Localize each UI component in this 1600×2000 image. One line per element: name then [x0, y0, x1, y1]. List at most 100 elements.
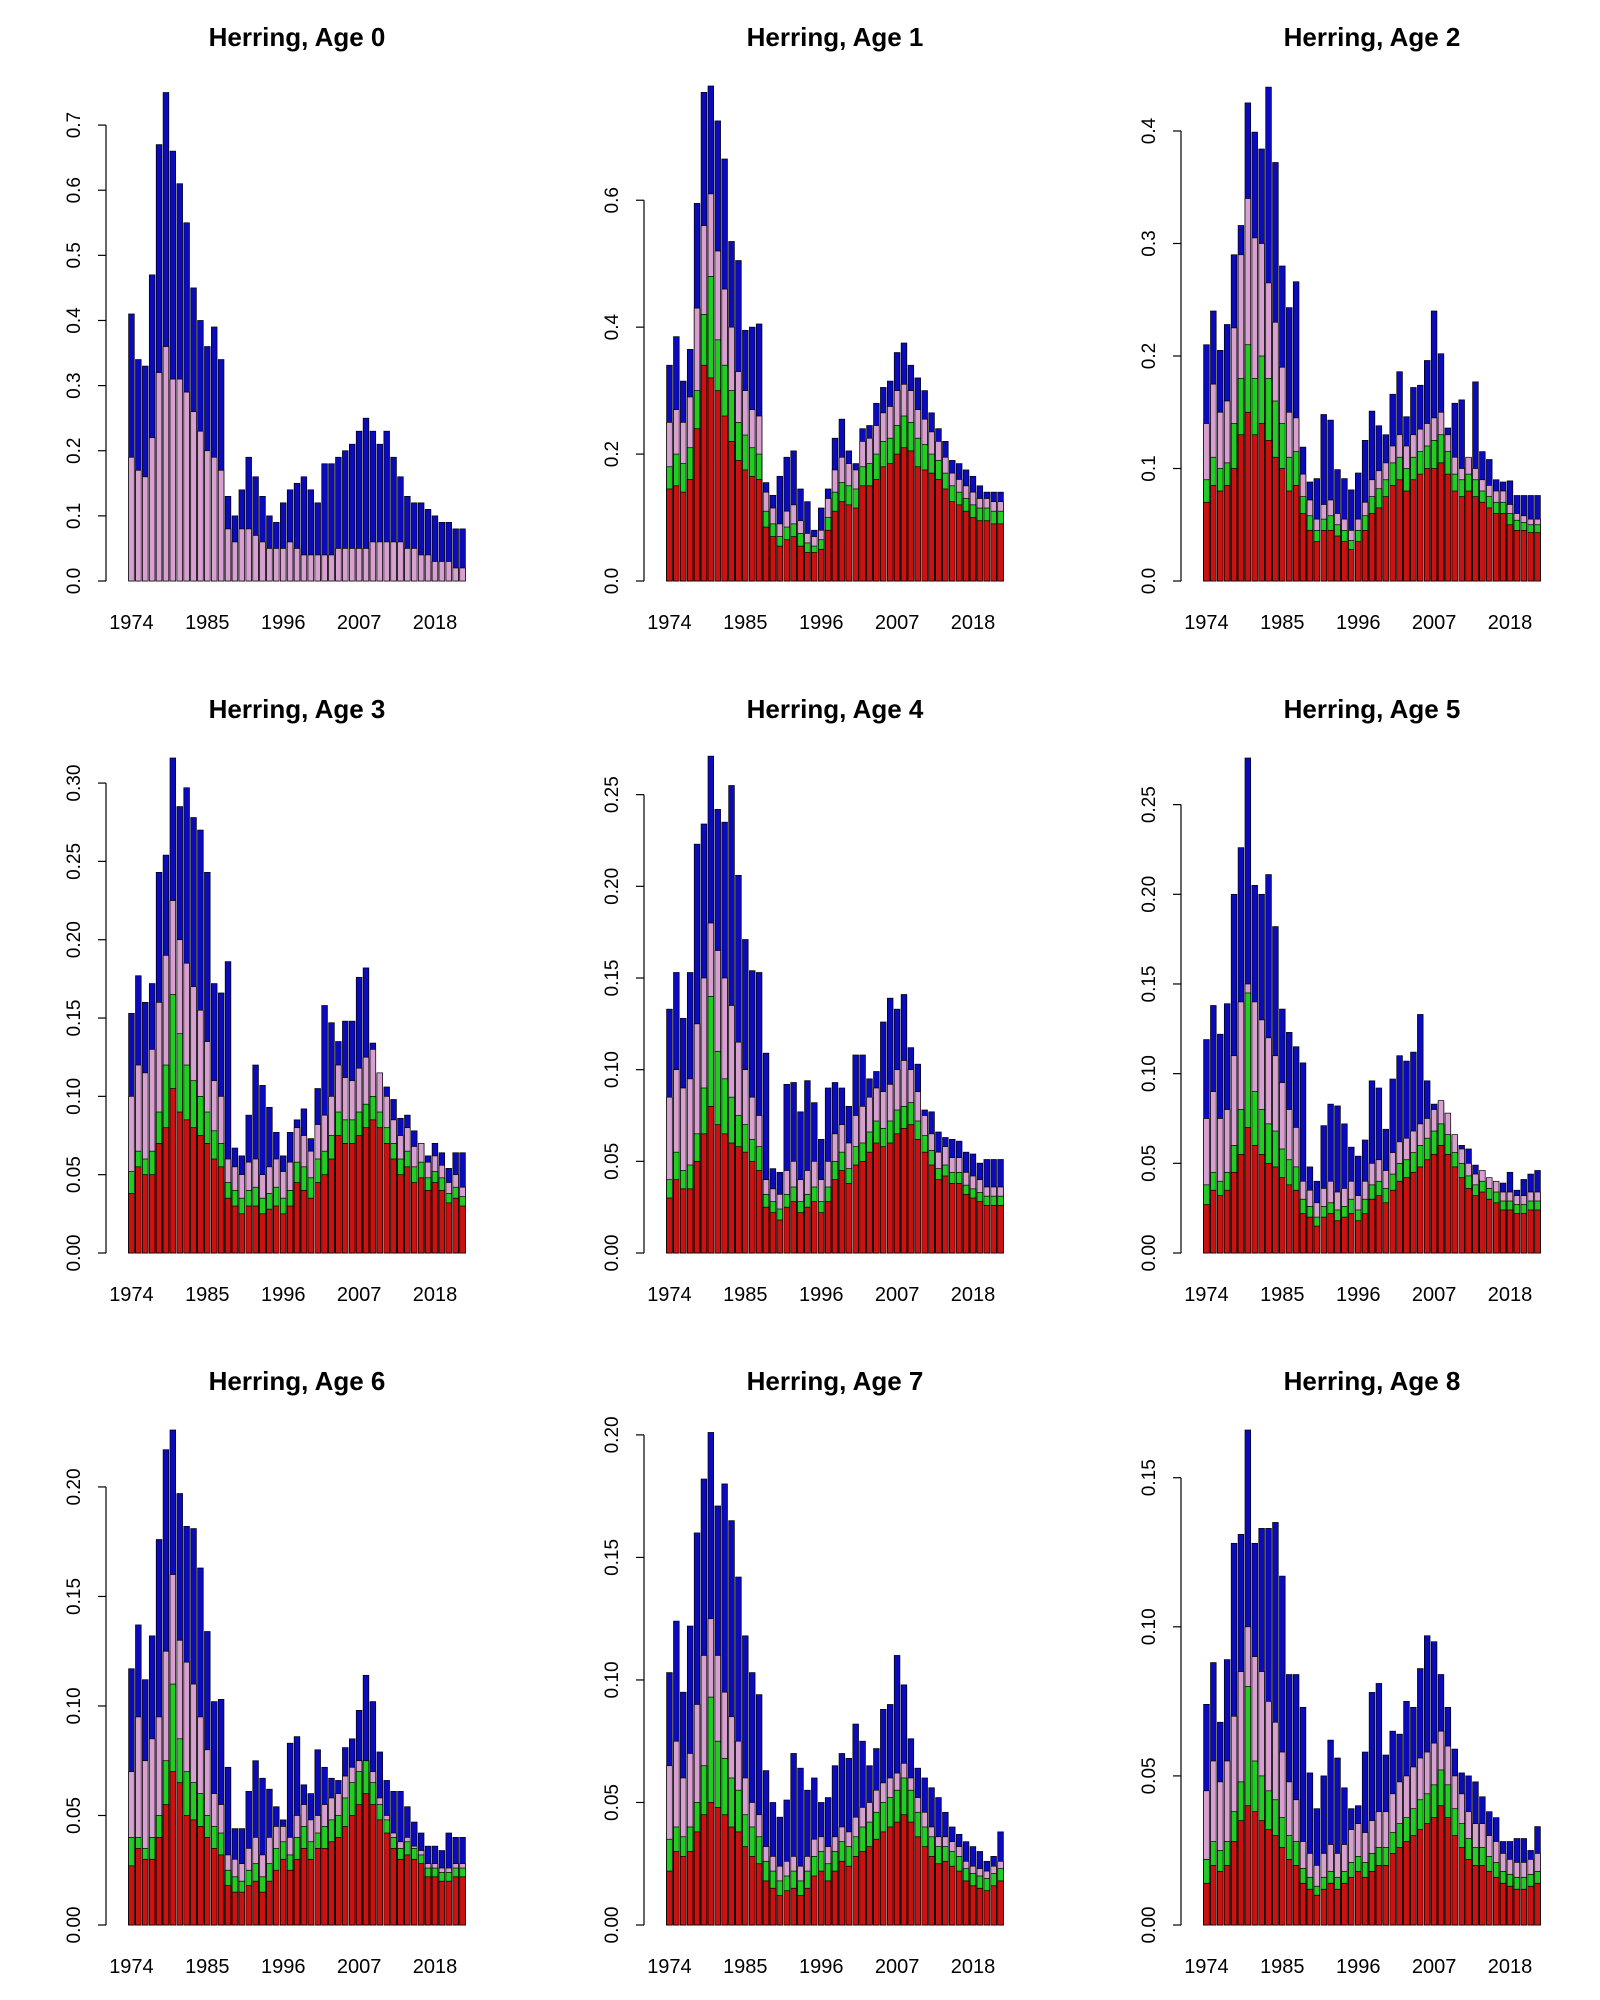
bar-segment [831, 1179, 839, 1254]
bar-segment [749, 475, 756, 582]
bar-segment [238, 1213, 246, 1254]
bar-segment [1286, 490, 1293, 582]
bar-segment [307, 1858, 314, 1926]
bar-segment [969, 1885, 977, 1926]
bar-segment [707, 1802, 715, 1926]
bar-segment [369, 1119, 377, 1254]
bar-segment [693, 428, 701, 582]
bar-segment [818, 1212, 825, 1254]
bar-segment [211, 456, 218, 582]
bar-segment [259, 541, 266, 582]
bar-segment [1368, 513, 1376, 582]
bar-segment [307, 554, 314, 582]
bar-segment [424, 554, 432, 582]
bar-segment [1534, 532, 1541, 582]
bar-segment [1492, 1876, 1500, 1926]
x-tick-label: 1996 [261, 1956, 306, 1978]
bar-segment [397, 1858, 404, 1926]
bar-segment [307, 1197, 314, 1254]
x-tick-label: 2018 [1488, 612, 1533, 634]
bar-segment [1265, 1162, 1272, 1254]
y-tick-label: 0.05 [1139, 1757, 1160, 1794]
x-tick-label: 1974 [109, 612, 154, 634]
bar-segment [1361, 1213, 1369, 1254]
bar-segment [1203, 1882, 1210, 1926]
bar-segment [411, 1182, 418, 1254]
bar-segment [1527, 1885, 1534, 1926]
y-tick-label: 0.3 [64, 372, 85, 398]
bar-segment [286, 1205, 294, 1254]
bar-segment [383, 1832, 390, 1926]
bar-segment [1458, 496, 1465, 582]
bar-segment [1230, 1171, 1238, 1254]
bar-segment [1203, 1204, 1210, 1254]
bar-segment [1444, 1154, 1452, 1254]
bar-segment [1279, 468, 1286, 582]
bar-segment [1334, 1220, 1341, 1254]
y-tick-label: 0.20 [602, 868, 623, 905]
y-tick-label: 0.6 [602, 187, 623, 213]
bar-segment [1334, 535, 1341, 582]
bar-segment [831, 1870, 839, 1926]
bar-segment [314, 1847, 321, 1926]
bar-segment [880, 466, 887, 582]
x-tick-label: 2007 [875, 1956, 920, 1978]
bar-segment [721, 1814, 728, 1926]
bar-segment [1306, 1888, 1314, 1926]
bar-segment [900, 1814, 908, 1926]
bar-segment [1306, 1216, 1314, 1254]
bar-segment [1368, 1870, 1376, 1926]
bar-segment [1286, 1859, 1293, 1926]
y-tick-label: 0.0 [1139, 568, 1160, 594]
bar-segment [1403, 490, 1410, 582]
bar-segment [797, 1895, 804, 1926]
bar-segment [1403, 1841, 1410, 1926]
bar-segment [397, 541, 404, 582]
bar-segment [762, 526, 770, 582]
bar-segment [1237, 1154, 1245, 1254]
bar-segment [873, 479, 880, 582]
bar-segment [1382, 1865, 1389, 1926]
bar-segment [238, 528, 246, 582]
bar-segment [1410, 1835, 1417, 1926]
bar-segment [411, 548, 418, 582]
bar-segment [1486, 507, 1493, 582]
bar-segment [811, 1875, 818, 1926]
bar-segment [1382, 496, 1389, 582]
y-tick-label: 0.4 [602, 314, 623, 341]
bar-segment [1251, 434, 1258, 582]
bar-segment [1506, 1885, 1514, 1926]
bar-segment [266, 1208, 273, 1254]
y-tick-label: 0.05 [602, 1143, 623, 1180]
bar-segment [238, 1891, 246, 1926]
bar-segment [1534, 1882, 1541, 1926]
bar-segment [424, 1189, 432, 1254]
bar-segment [714, 390, 721, 582]
y-tick-label: 0.4 [1139, 117, 1160, 144]
bar-segment [914, 1138, 921, 1254]
bar-segment [1368, 1198, 1376, 1254]
bar-segment [824, 529, 832, 582]
bar-segment [680, 1856, 687, 1926]
bar-segment [755, 1863, 763, 1926]
bar-segment [749, 1160, 756, 1254]
bar-segment [1437, 1805, 1445, 1926]
x-tick-label: 1974 [1184, 612, 1229, 634]
bar-segment [300, 554, 308, 582]
x-tick-label: 1996 [261, 612, 306, 634]
bar-segment [162, 1804, 170, 1926]
bar-segment [190, 1819, 197, 1926]
bar-segment [1279, 1847, 1286, 1926]
bar-segment [1472, 1865, 1479, 1926]
bar-segment [838, 1170, 846, 1254]
y-tick-label: 0.1 [64, 503, 85, 529]
bar-segment [866, 485, 873, 582]
bar-segment [893, 1133, 901, 1254]
y-tick-label: 0.30 [64, 765, 85, 802]
bar-segment [335, 548, 342, 582]
bar-segment [349, 548, 356, 582]
bar-segment [1244, 1805, 1252, 1926]
bar-segment [445, 1202, 452, 1254]
x-tick-label: 1996 [1336, 1956, 1381, 1978]
bar-segment [866, 1151, 873, 1254]
